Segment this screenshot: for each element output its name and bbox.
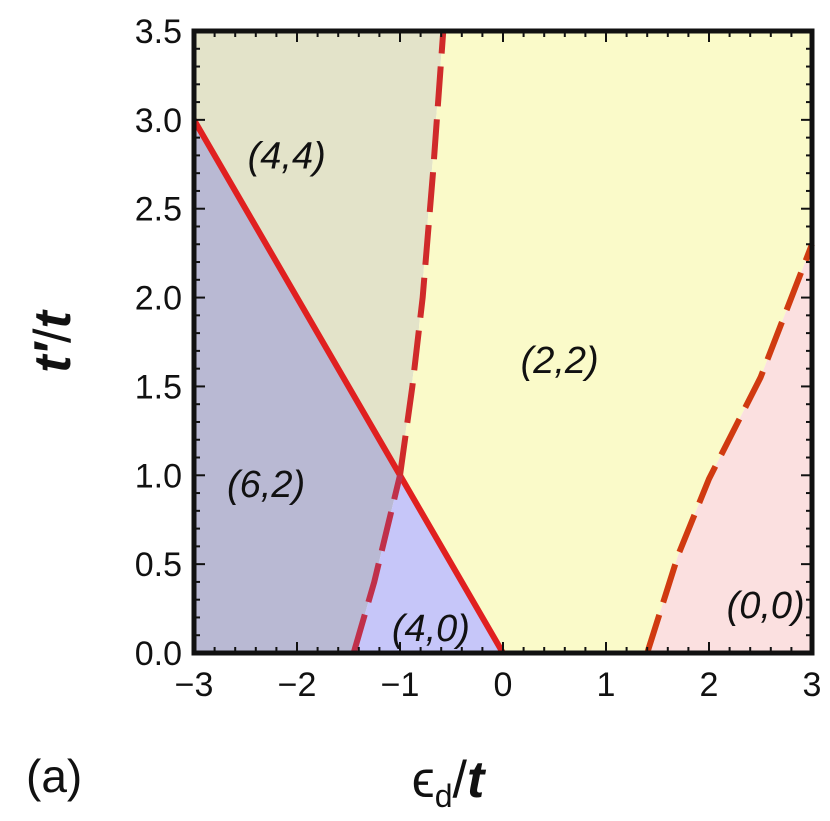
x-tick-label: 3	[803, 666, 822, 704]
x-axis-title: ϵd/t	[412, 751, 487, 814]
region-label-4-0: (4,0)	[392, 608, 470, 650]
y-tick-label: 3.0	[135, 102, 182, 140]
y-axis-title: t′/t	[24, 309, 82, 373]
region-0-0	[647, 244, 812, 653]
x-tick-label: 1	[597, 666, 616, 704]
phase-regions	[194, 31, 812, 654]
region-label-4-4: (4,4)	[248, 135, 326, 177]
y-tick-label: 2.0	[135, 280, 182, 318]
phase-boundaries	[191, 30, 815, 655]
x-tick-label: −3	[175, 666, 214, 704]
region-2-2	[400, 31, 812, 653]
region-label-6-2: (6,2)	[227, 464, 305, 506]
y-tick-label: 1.5	[135, 368, 182, 406]
tick-labels: −3 −2 −1 0 1 2 3 0.0 0.5 1.0 1.5 2.0 2.5 3.0 3.5	[135, 13, 822, 704]
region-label-0-0: (0,0)	[727, 585, 805, 627]
dashed-boundary-line-4	[644, 243, 815, 654]
x-tick-label: −2	[278, 666, 317, 704]
y-axis-slash: /	[24, 328, 82, 343]
x-tick-label: 2	[700, 666, 719, 704]
y-tick-label: 0.5	[135, 546, 182, 584]
plot-frame	[191, 28, 815, 656]
region-6-2	[194, 119, 400, 654]
x-tick-label: 0	[494, 666, 513, 704]
region-4-4	[194, 31, 444, 476]
x-axis-slash: /	[453, 751, 468, 809]
panel-label: (a)	[26, 750, 82, 802]
x-axis-symbol: ϵ	[412, 751, 435, 809]
y-tick-label: 1.0	[135, 457, 182, 495]
region-label-2-2: (2,2)	[521, 340, 599, 382]
y-tick-label: 0.0	[135, 635, 182, 673]
x-tick-label: −1	[381, 666, 420, 704]
y-axis-symbol: t′	[24, 340, 82, 372]
y-tick-label: 3.5	[135, 13, 182, 51]
x-axis-subscript: d	[435, 778, 453, 814]
x-axis-unit: t	[467, 751, 487, 809]
region-labels: (4,4) (6,2) (4,0) (2,2) (0,0)	[227, 135, 805, 650]
y-tick-label: 2.5	[135, 191, 182, 229]
y-axis-unit: t	[24, 309, 82, 329]
dashed-boundary-line-2	[350, 474, 403, 654]
dashed-boundary-line-3	[397, 30, 447, 476]
